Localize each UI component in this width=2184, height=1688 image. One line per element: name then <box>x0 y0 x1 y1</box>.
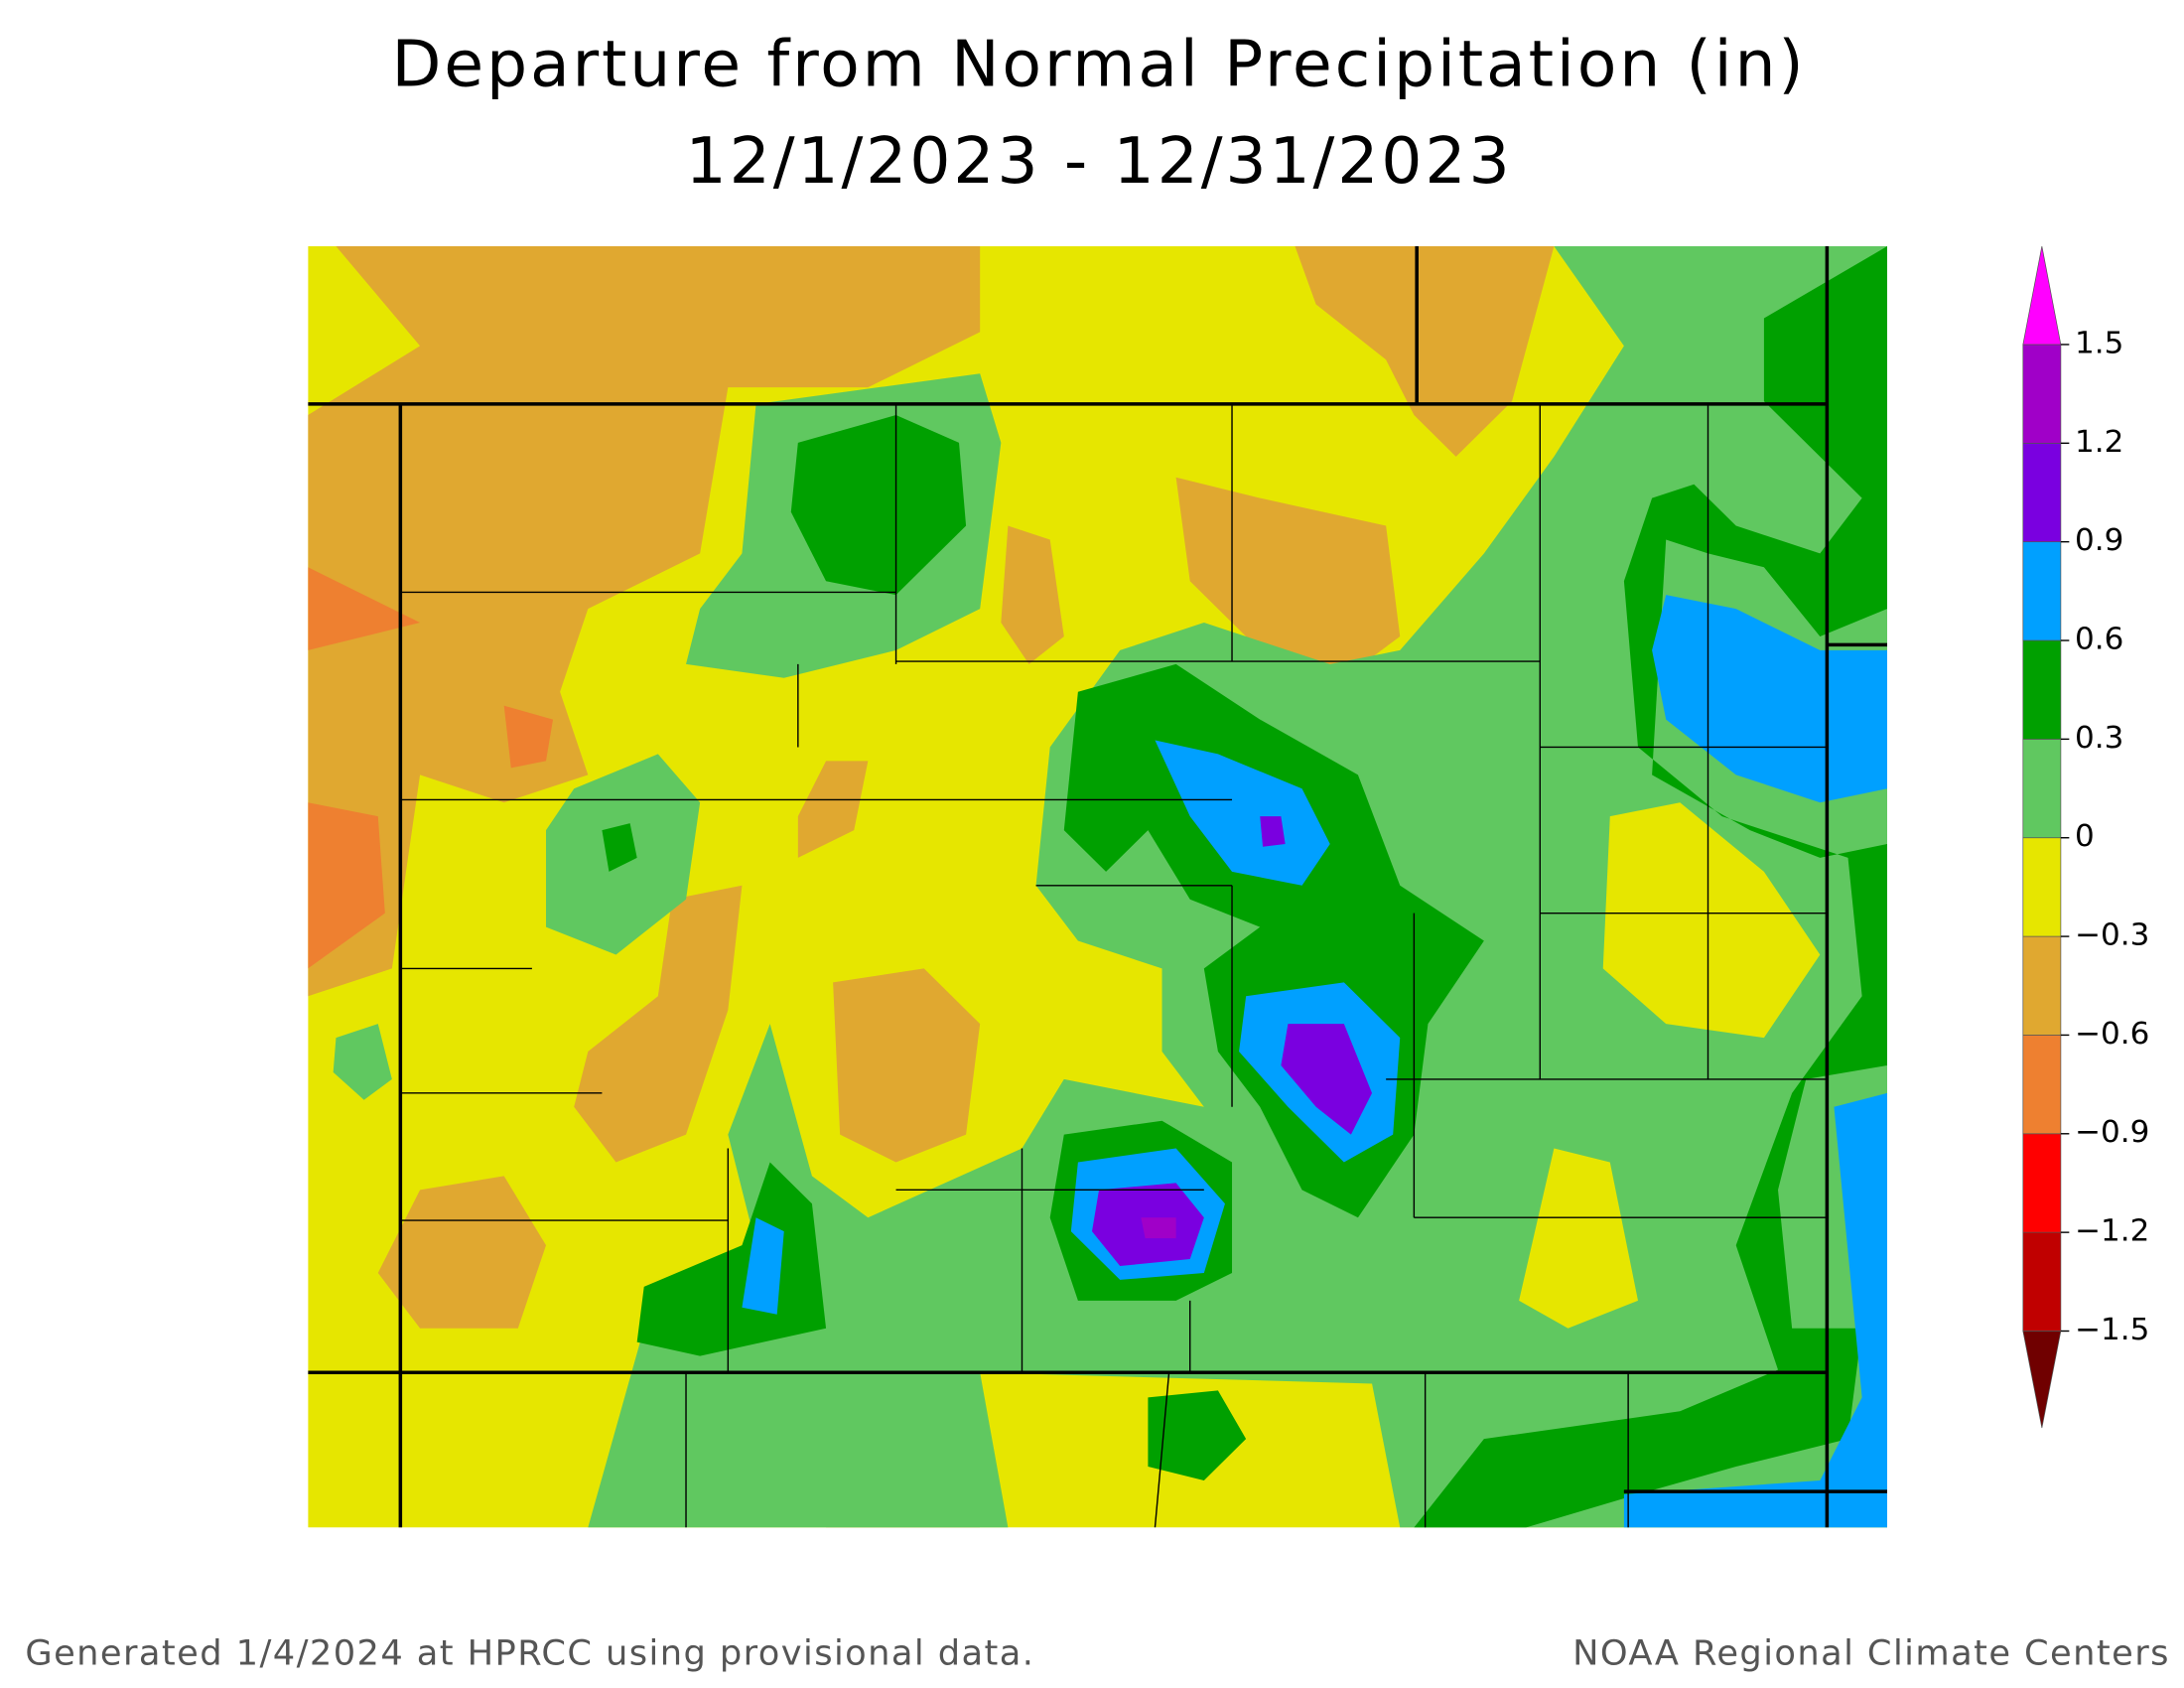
contour <box>308 246 981 997</box>
title: Departure from Normal Precipitation (in) <box>392 28 1807 102</box>
colorbar-tick-label: −1.5 <box>2075 1312 2149 1347</box>
contour <box>1001 477 1401 678</box>
colorbar-bin <box>2022 1035 2062 1135</box>
footer-right: NOAA Regional Climate Centers <box>1572 1633 2170 1674</box>
colorbar-bin <box>2022 639 2062 740</box>
contour <box>1141 1217 1176 1239</box>
contour <box>377 761 1695 1528</box>
colorbar-bin <box>2022 442 2062 543</box>
state-border <box>308 246 1888 1528</box>
footer-left: Generated 1/4/2024 at HPRCC using provis… <box>25 1633 1034 1674</box>
colorbar-bin <box>2022 837 2062 937</box>
contour <box>742 740 1401 1315</box>
colorbar-bin <box>2022 1133 2062 1233</box>
contour <box>602 823 637 872</box>
colorbar-tick-label: −0.6 <box>2075 1016 2149 1052</box>
contour <box>308 567 554 969</box>
colorbar-bin <box>2022 739 2062 839</box>
colorbar-under <box>2022 1331 2062 1429</box>
colorbar-bin <box>2022 541 2062 641</box>
colorbar-bin <box>2022 935 2062 1036</box>
county-lines <box>400 403 1888 1528</box>
colorbar: −1.5 −1.2 −0.9 −0.6 −0.3 0 0.3 0.6 0.9 1.2 1.5 <box>2022 245 2149 1429</box>
colorbar-tick-label: 0.9 <box>2075 522 2123 558</box>
map <box>308 246 1888 1528</box>
colorbar-tick-label: 1.2 <box>2075 424 2123 460</box>
contour <box>790 415 967 596</box>
colorbar-tick-label: 0.6 <box>2075 622 2123 657</box>
contour <box>1623 595 1888 1528</box>
colorbar-bin <box>2022 1231 2062 1332</box>
colorbar-over <box>2022 245 2062 346</box>
contour <box>1092 816 1373 1266</box>
colorbar-tick-label: −0.3 <box>2075 917 2149 953</box>
colorbar-tick-label: −1.2 <box>2075 1213 2149 1249</box>
colorbar-tick-label: 1.5 <box>2075 326 2123 361</box>
subtitle: 12/1/2023 - 12/31/2023 <box>686 124 1513 199</box>
colorbar-tick-label: 0 <box>2075 818 2095 854</box>
contour <box>1414 246 1888 1528</box>
colorbar-tick-label: 0.3 <box>2075 720 2123 756</box>
contour <box>1519 802 1821 1329</box>
colorbar-bin <box>2022 344 2062 444</box>
colorbar-tick-label: −0.9 <box>2075 1114 2149 1150</box>
